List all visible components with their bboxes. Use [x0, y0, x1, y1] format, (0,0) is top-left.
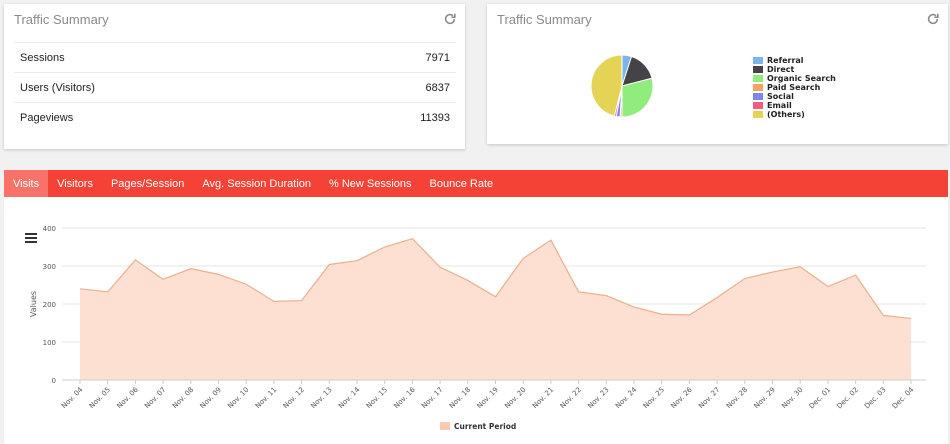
refresh-icon[interactable]	[443, 12, 457, 26]
stat-label: Sessions	[20, 51, 65, 64]
legend-swatch	[753, 111, 763, 118]
tab-new-sessions[interactable]: % New Sessions	[329, 178, 412, 190]
legend-swatch	[753, 75, 763, 82]
traffic-pie-chart	[590, 54, 654, 118]
chart-panel	[4, 197, 948, 444]
pie-legend: Referral Direct Organic Search Paid Search S…	[753, 56, 836, 119]
stat-row: Users (Visitors) 6837	[14, 72, 456, 102]
stat-value: 11393	[420, 111, 450, 124]
traffic-summary-card: Traffic Summary Sessions 7971 Users (Visit…	[4, 4, 465, 149]
legend-item[interactable]: (Others)	[753, 110, 836, 119]
refresh-icon[interactable]	[926, 12, 940, 26]
legend-item[interactable]: Paid Search	[753, 83, 836, 92]
legend-label: (Others)	[767, 110, 805, 119]
traffic-summary-pie-card: Traffic Summary Referral Direct Organic Se…	[487, 4, 948, 144]
legend-swatch	[753, 66, 763, 73]
legend-item[interactable]: Organic Search	[753, 74, 836, 83]
legend-swatch	[753, 57, 763, 64]
tab-pages-session[interactable]: Pages/Session	[110, 178, 185, 190]
legend-label: Direct	[767, 65, 795, 74]
stat-row: Sessions 7971	[14, 42, 456, 72]
legend-label: Email	[767, 101, 792, 110]
chart-menu-icon[interactable]	[25, 233, 37, 243]
legend-label: Paid Search	[767, 83, 821, 92]
metric-tabs: Visits Visitors Pages/Session Avg. Session …	[4, 170, 948, 197]
stats-list: Sessions 7971 Users (Visitors) 6837 Pageview…	[14, 42, 456, 132]
pie-slice[interactable]	[621, 77, 654, 118]
legend-swatch	[753, 102, 763, 109]
stat-value: 7971	[425, 51, 450, 64]
stat-label: Pageviews	[20, 111, 74, 124]
tab-avg-session-duration[interactable]: Avg. Session Duration	[202, 178, 311, 190]
legend-label: Organic Search	[767, 74, 836, 83]
tab-visitors[interactable]: Visitors	[57, 178, 93, 190]
tab-visits[interactable]: Visits	[4, 170, 49, 197]
pie-slice[interactable]	[590, 54, 623, 117]
card-title: Traffic Summary	[497, 12, 592, 27]
legend-item[interactable]: Email	[753, 101, 836, 110]
legend-item[interactable]: Social	[753, 92, 836, 101]
legend-item[interactable]: Referral	[753, 56, 836, 65]
legend-label: Social	[767, 92, 794, 101]
stat-row: Pageviews 11393	[14, 102, 456, 132]
card-title: Traffic Summary	[14, 12, 109, 27]
legend-item[interactable]: Direct	[753, 65, 836, 74]
stat-label: Users (Visitors)	[20, 81, 95, 94]
legend-swatch	[753, 84, 763, 91]
legend-label: Referral	[767, 56, 804, 65]
stat-value: 6837	[425, 81, 450, 94]
tab-bounce-rate[interactable]: Bounce Rate	[429, 178, 494, 190]
legend-swatch	[753, 93, 763, 100]
